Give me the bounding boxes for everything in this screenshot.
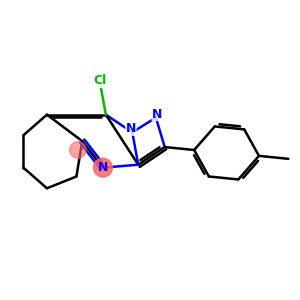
Text: N: N bbox=[126, 122, 136, 135]
Circle shape bbox=[70, 142, 86, 158]
Circle shape bbox=[94, 158, 112, 177]
Text: Cl: Cl bbox=[93, 74, 106, 87]
Text: N: N bbox=[152, 108, 163, 121]
Text: N: N bbox=[98, 161, 108, 174]
